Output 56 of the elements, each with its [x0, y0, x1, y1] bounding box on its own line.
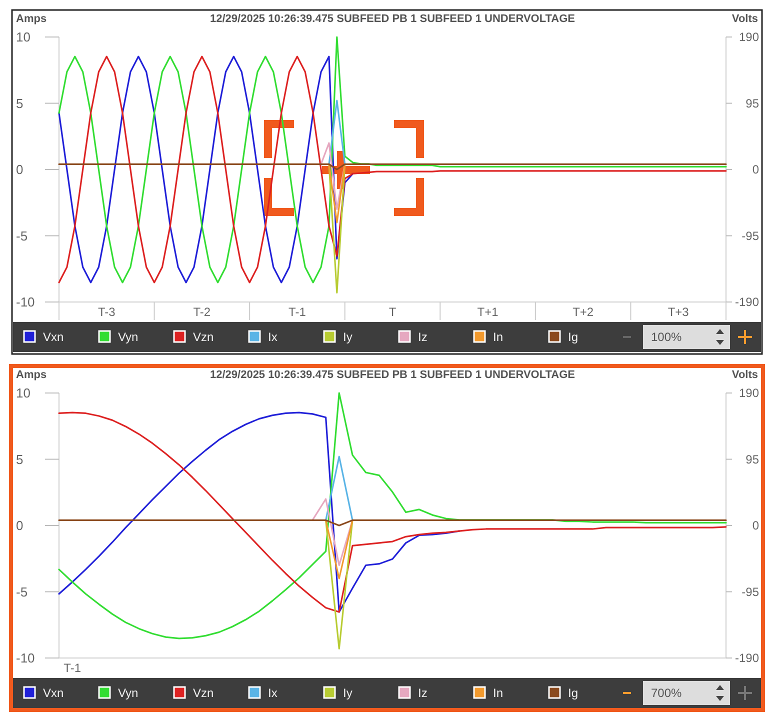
y-tick-label: -5 [16, 228, 28, 244]
y-tick-label: 0 [16, 518, 24, 534]
legend-label: Iz [418, 686, 428, 700]
chart-title: 12/29/2025 10:26:39.475 SUBFEED PB 1 SUBFEED 1 UNDERVOLTAGE [210, 13, 575, 25]
legend-label: Ix [268, 330, 278, 344]
y2-tick-label: 0 [752, 518, 760, 533]
y2-tick-label: 95 [746, 452, 760, 466]
line-series [58, 412, 727, 613]
legend-label: Vxn [43, 330, 64, 344]
y-tick-label: 5 [16, 96, 24, 111]
x-tick-label: T [388, 305, 397, 319]
line-series [58, 56, 354, 284]
legend-label: Ig [568, 330, 578, 344]
y-axis-title: Amps [16, 13, 47, 25]
x-tick-label: T-1 [64, 661, 82, 675]
legend-label: Vyn [118, 330, 138, 344]
legend-label: Vzn [193, 686, 214, 700]
y-axis-title: Amps [16, 369, 47, 381]
x-tick-label: T-3 [98, 305, 116, 319]
legend-label: Ig [568, 686, 578, 700]
y2-tick-label: -95 [742, 584, 760, 599]
y2-tick-label: -95 [742, 228, 760, 243]
x-tick-label: T+3 [668, 305, 690, 319]
x-tick-label: T-2 [193, 305, 211, 319]
legend-label: Iz [418, 330, 428, 344]
y2-tick-label: -190 [734, 295, 760, 310]
y2-tick-label: -190 [734, 651, 760, 666]
legend-label: Vxn [43, 686, 64, 700]
y2-tick-label: 0 [752, 162, 760, 177]
x-tick-label: T-1 [288, 305, 306, 319]
text: 700% [651, 686, 682, 700]
legend-label: Vyn [118, 686, 138, 700]
y2-axis-title: Volts [732, 13, 758, 25]
y2-tick-label: 190 [738, 30, 760, 44]
y-tick-label: -10 [16, 650, 35, 666]
legend-label: In [493, 330, 504, 344]
legend-label: Iy [343, 686, 352, 700]
chart-title: 12/29/2025 10:26:39.475 SUBFEED PB 1 SUBFEED 1 UNDERVOLTAGE [210, 369, 575, 381]
legend-label: Ix [268, 686, 278, 700]
y-tick-label: 5 [16, 452, 24, 467]
x-tick-label: T+2 [572, 305, 594, 319]
line-series [58, 412, 460, 613]
y-tick-label: 10 [16, 386, 30, 401]
y2-tick-label: 95 [746, 96, 760, 110]
y-tick-label: 0 [16, 162, 24, 178]
y-tick-label: -10 [16, 294, 35, 310]
text: 100% [651, 330, 682, 344]
y-tick-label: -5 [16, 584, 28, 600]
legend-label: Iy [343, 330, 352, 344]
x-tick-label: T+1 [477, 305, 499, 319]
legend-label: In [493, 686, 504, 700]
line-series [58, 392, 727, 640]
y2-axis-title: Volts [732, 369, 758, 381]
y2-tick-label: 190 [738, 386, 760, 400]
y-tick-label: 10 [16, 30, 30, 45]
legend-label: Vzn [193, 330, 214, 344]
